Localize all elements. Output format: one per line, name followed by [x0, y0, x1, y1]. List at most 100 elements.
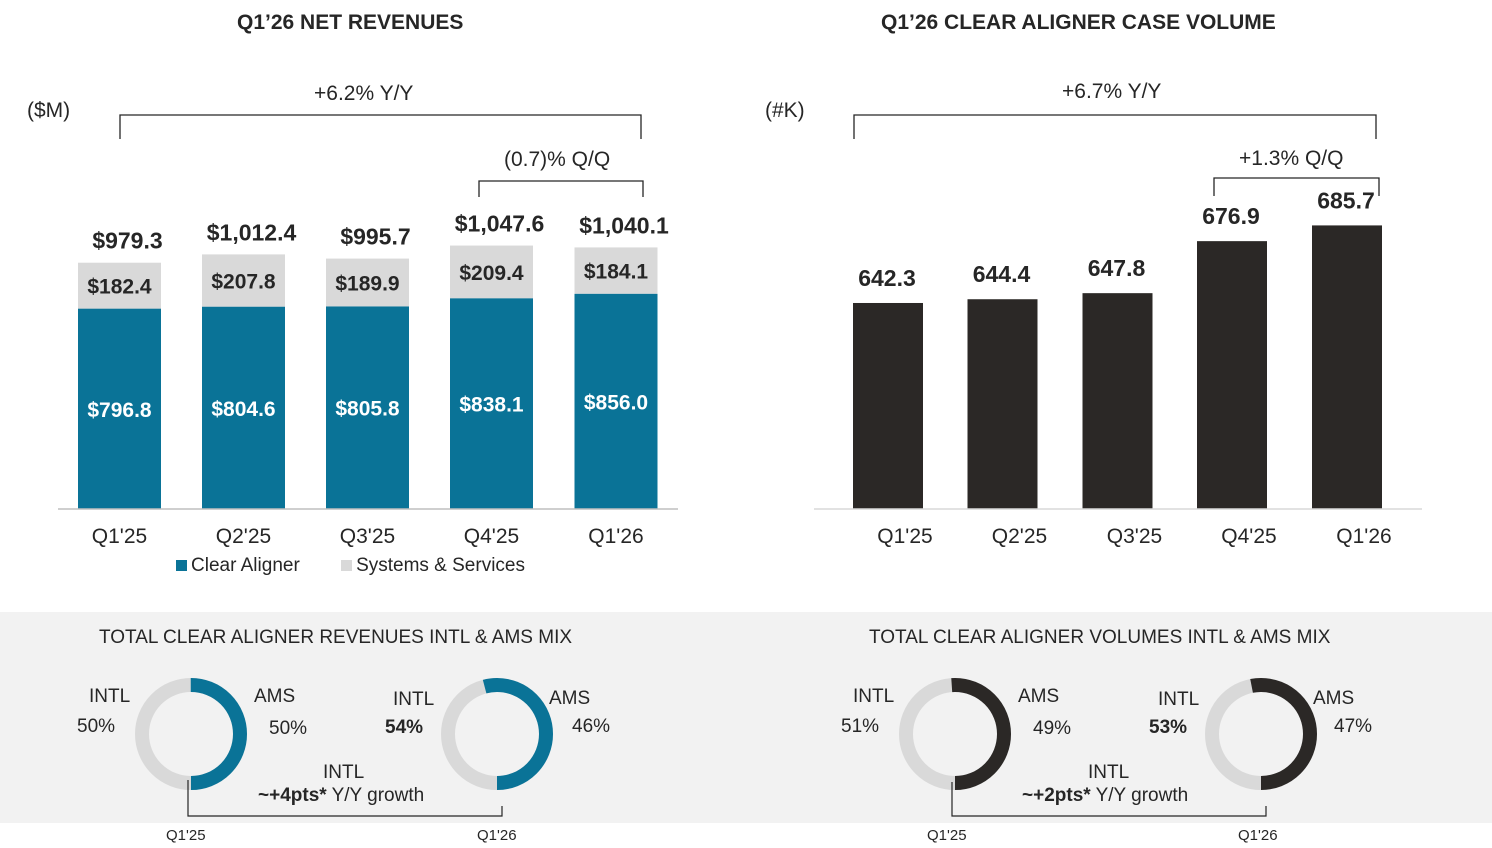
case-volume-value-label: 642.3 — [858, 265, 916, 291]
revenue-unit-label: ($M) — [27, 99, 71, 122]
rev-growth-rest: Y/Y growth — [326, 785, 425, 806]
vol-growth-rest: Y/Y growth — [1090, 785, 1189, 806]
vol-q126-ams-label: AMS — [1313, 688, 1355, 709]
volume-labels: 642.3 Q1'25 644.4 Q2'25 647.8 Q3'25 676.9 Q4'25… — [858, 187, 1391, 548]
volume-chart: 642.3 Q1'25 644.4 Q2'25 647.8 Q3'25 676.9 Q4'25… — [814, 114, 1422, 548]
revenue-x-tick-label: Q1'25 — [92, 525, 147, 548]
case-volume-value-label: 647.8 — [1088, 255, 1146, 281]
rev-q126-ams-value: 46% — [572, 716, 611, 737]
revenue-total-label: $1,040.1 — [579, 212, 669, 238]
volume-brackets — [853, 114, 1380, 196]
clear-aligner-bar — [78, 308, 161, 509]
vol-q126-ams-value: 47% — [1334, 716, 1373, 737]
case-volume-bar — [1082, 293, 1153, 509]
vol-donut-q125-intl-arc — [899, 678, 1011, 790]
case-volume-value-label: 676.9 — [1202, 203, 1260, 229]
systems-services-bar — [78, 262, 161, 309]
vol-growth-line1: INTL — [1088, 762, 1130, 783]
clear-aligner-value-label: $838.1 — [459, 394, 524, 417]
revenue-legend: Clear Aligner Systems & Services — [176, 555, 525, 577]
legend-systems-services: Systems & Services — [356, 555, 525, 576]
systems-services-value-label: $209.4 — [459, 262, 524, 285]
rev-q125-intl-value: 50% — [77, 716, 116, 737]
clear-aligner-bar — [574, 293, 658, 509]
case-volume-bar — [1197, 241, 1267, 510]
vol-q125-intl-value: 51% — [841, 716, 880, 737]
rev-q125-ams-label: AMS — [254, 686, 296, 707]
clear-aligner-value-label: $796.8 — [87, 399, 152, 422]
revenue-total-label: $1,012.4 — [207, 219, 297, 245]
volume-x-tick-label: Q3'25 — [1107, 525, 1162, 548]
clear-aligner-bar — [202, 306, 285, 509]
case-volume-bar — [853, 302, 923, 509]
mix-brackets — [187, 780, 1267, 817]
volume-x-tick-label: Q4'25 — [1221, 525, 1276, 548]
rev-q126-ams-label: AMS — [549, 688, 591, 709]
clear-aligner-value-label: $856.0 — [584, 391, 648, 414]
mix-panel-background — [0, 612, 1492, 823]
rev-donut-q125-intl-arc — [135, 678, 247, 790]
rev-mix-bracket — [187, 780, 503, 817]
systems-services-value-label: $207.8 — [211, 271, 276, 294]
case-volume-bar — [1312, 225, 1382, 509]
rev-q126-intl-label: INTL — [393, 689, 435, 710]
vol-q126-intl-value: 53% — [1149, 717, 1188, 738]
rev-growth-line1: INTL — [323, 762, 365, 783]
mix-donuts — [135, 678, 1317, 817]
rev-q125-intl-label: INTL — [89, 686, 131, 707]
legend-swatch-systems-services — [341, 560, 353, 571]
vol-q126-intl-label: INTL — [1158, 689, 1200, 710]
vol-mix-bracket — [951, 782, 1267, 817]
rev-q126-intl-value: 54% — [385, 717, 424, 738]
volume-x-tick-label: Q1'25 — [877, 525, 932, 548]
revenue-brackets — [119, 114, 644, 197]
systems-services-bar — [450, 245, 533, 299]
rev-mix-period-q126: Q1'26 — [477, 827, 517, 844]
revenue-yy-growth: +6.2% Y/Y — [314, 82, 414, 105]
vol-q125-ams-label: AMS — [1018, 686, 1060, 707]
revenue-x-tick-label: Q3'25 — [340, 525, 395, 548]
volume-yy-bracket — [853, 114, 1377, 139]
revenue-mix-title: TOTAL CLEAR ALIGNER REVENUES INTL & AMS … — [99, 627, 573, 648]
case-volume-value-label: 685.7 — [1317, 187, 1375, 213]
volume-chart-title: Q1’26 CLEAR ALIGNER CASE VOLUME — [881, 11, 1276, 34]
revenue-chart: $796.8 $182.4 $979.3 Q1'25 $804.6 $207.8 $1,01… — [58, 114, 678, 548]
revenue-x-tick-label: Q2'25 — [216, 525, 271, 548]
revenue-total-label: $995.7 — [340, 224, 410, 250]
systems-services-bar — [326, 258, 409, 307]
vol-growth-bold: ~+2pts* — [1022, 785, 1091, 806]
systems-services-bar — [574, 247, 658, 294]
volume-mix-title: TOTAL CLEAR ALIGNER VOLUMES INTL & AMS M… — [869, 627, 1331, 648]
revenue-total-label: $979.3 — [92, 228, 162, 254]
vol-mix-period-q125: Q1'25 — [927, 827, 967, 844]
vol-q125-ams-value: 49% — [1033, 718, 1072, 739]
revenue-yy-bracket — [119, 114, 642, 139]
systems-services-value-label: $184.1 — [584, 261, 649, 284]
case-volume-value-label: 644.4 — [973, 261, 1031, 287]
revenue-chart-title: Q1’26 NET REVENUES — [237, 11, 464, 34]
clear-aligner-value-label: $805.8 — [335, 398, 400, 421]
revenue-total-label: $1,047.6 — [455, 211, 545, 237]
systems-services-value-label: $182.4 — [87, 276, 152, 299]
volume-x-tick-label: Q1'26 — [1336, 525, 1391, 548]
case-volume-bar — [967, 299, 1038, 509]
systems-services-bar — [202, 254, 285, 307]
vol-donut-q126-intl-arc — [1205, 678, 1317, 790]
clear-aligner-bar — [326, 306, 409, 509]
legend-clear-aligner: Clear Aligner — [191, 555, 300, 576]
donut-group — [135, 678, 1317, 790]
volume-qq-growth: +1.3% Q/Q — [1239, 147, 1344, 170]
volume-qq-bracket — [1213, 177, 1380, 196]
vol-q125-intl-label: INTL — [853, 686, 895, 707]
revenue-qq-growth: (0.7)% Q/Q — [504, 148, 611, 171]
revenue-qq-bracket — [478, 180, 644, 197]
rev-growth-bold: ~+4pts* — [258, 785, 327, 806]
volume-x-tick-label: Q2'25 — [992, 525, 1047, 548]
clear-aligner-value-label: $804.6 — [211, 398, 275, 421]
volume-unit-label: (#K) — [765, 99, 805, 122]
rev-growth-line2: ~+4pts* Y/Y growth — [258, 785, 424, 807]
systems-services-value-label: $189.9 — [335, 272, 399, 295]
revenue-bars — [78, 245, 658, 509]
volume-yy-growth: +6.7% Y/Y — [1062, 80, 1162, 103]
rev-donut-q126-intl-arc — [441, 678, 553, 790]
